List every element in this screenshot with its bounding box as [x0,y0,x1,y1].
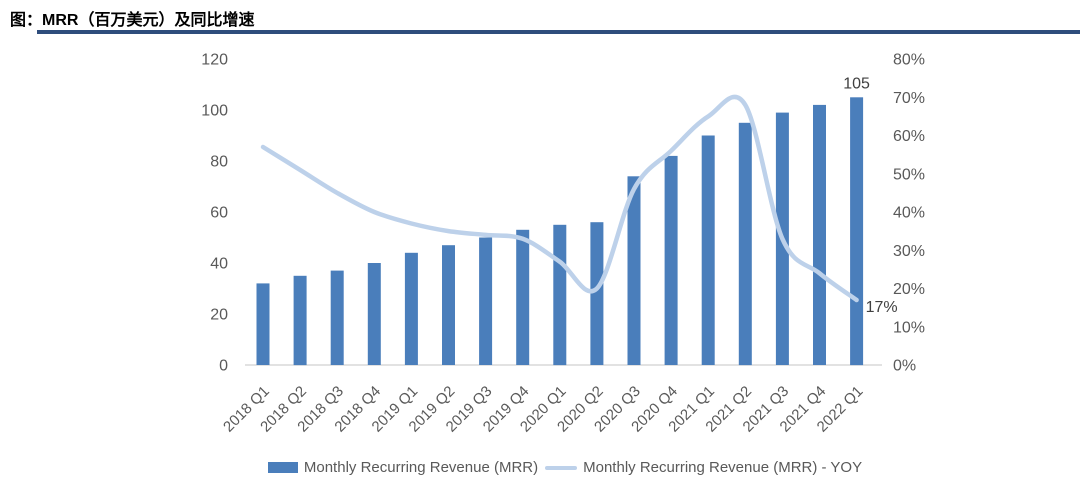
mrr-bar [330,270,344,365]
right-axis-tick-label: 80% [893,52,925,69]
left-axis-tick-label: 120 [201,52,228,69]
yoy-line [260,94,859,303]
right-axis-tick-label: 60% [893,128,925,145]
right-axis-tick-label: 50% [893,166,925,183]
mrr-bar [664,155,678,365]
bar-data-label: 105 [843,75,870,92]
line-data-label: 17% [866,299,898,316]
right-axis-tick-label: 10% [893,319,925,336]
mrr-bar [442,245,455,365]
left-axis-tick-label: 100 [201,103,228,120]
figure-header: 图：MRR（百万美元）及同比增速 [0,0,1080,36]
header-rule [37,30,1080,34]
bar-series-swatch-icon [267,462,298,473]
left-axis-tick-label: 60 [210,205,228,222]
right-axis-tick-label: 70% [893,90,925,107]
line-series-swatch-icon [545,465,578,470]
legend-label-mrr: Monthly Recurring Revenue (MRR) [303,459,539,476]
legend-item-mrr: Monthly Recurring Revenue (MRR) [267,459,539,476]
right-axis-tick-label: 20% [893,281,925,298]
left-axis-tick-label: 0 [219,358,228,375]
left-axis-tick-label: 40 [210,256,228,273]
mrr-bar [404,252,418,365]
mrr-bar [850,97,864,366]
left-axis-tick-label: 80 [210,154,228,171]
right-axis-tick-label: 30% [893,243,925,260]
mrr-bar [738,122,752,366]
right-axis-tick-label: 40% [893,205,925,222]
legend-item-yoy: Monthly Recurring Revenue (MRR) - YOY [545,459,862,476]
right-axis-tick-label: 0% [893,358,916,375]
mrr-bar [590,222,604,365]
figure-title: 图：MRR（百万美元）及同比增速 [10,12,255,29]
legend-label-yoy: Monthly Recurring Revenue (MRR) - YOY [583,459,863,476]
mrr-bar [293,275,307,366]
chart-legend: Monthly Recurring Revenue (MRR) Monthly … [225,459,905,476]
mrr-bar [701,135,715,365]
mrr-bar [516,229,530,365]
mrr-bar [813,104,826,366]
mrr-bar [627,176,641,365]
mrr-bar [479,237,493,365]
mrr-bar [553,224,567,366]
mrr-bar [367,263,381,365]
mrr-bar [256,283,270,365]
left-axis-tick-label: 20 [210,307,228,324]
